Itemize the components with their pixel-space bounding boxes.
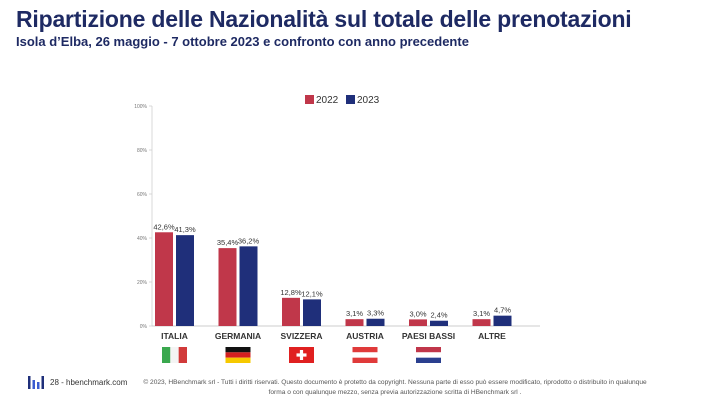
netherlands-flag-icon	[416, 347, 441, 363]
bar-value-label: 3,1%	[473, 309, 490, 318]
category-label: ITALIA	[161, 331, 188, 341]
category-label: SVIZZERA	[280, 331, 322, 341]
bar-2023	[366, 318, 385, 326]
y-tick-label: 0%	[140, 324, 148, 330]
legend-swatch-2023	[346, 95, 355, 104]
hbenchmark-logo-icon	[28, 376, 44, 389]
page-subtitle: Isola d’Elba, 26 maggio - 7 ottobre 2023…	[16, 34, 469, 49]
bar-value-label: 3,0%	[409, 309, 426, 318]
y-tick-label: 100%	[134, 104, 147, 110]
legend-label: 2022	[316, 95, 339, 106]
legend-label: 2023	[357, 95, 380, 106]
page-title: Ripartizione delle Nazionalità sul total…	[16, 6, 632, 32]
category-label: AUSTRIA	[346, 331, 384, 341]
bar-2022	[345, 319, 364, 326]
bar-value-label: 42,6%	[153, 222, 175, 231]
category-label: PAESI BASSI	[402, 331, 455, 341]
y-tick-label: 40%	[137, 236, 148, 242]
bar-2022	[472, 319, 491, 326]
bar-value-label: 2,4%	[430, 311, 447, 320]
bar-2023	[430, 320, 448, 326]
germany-flag-icon	[225, 347, 251, 363]
y-tick-label: 20%	[137, 280, 148, 286]
bar-2022	[218, 248, 237, 326]
copyright-notice: © 2023, HBenchmark srl - Tutti i diritti…	[143, 379, 647, 396]
category-label: GERMANIA	[215, 331, 261, 341]
y-tick-label: 80%	[137, 148, 148, 154]
bar-value-label: 41,3%	[174, 225, 196, 234]
bar-value-label: 36,2%	[238, 236, 260, 245]
bar-value-label: 12,1%	[301, 289, 323, 298]
bar-2022	[282, 297, 300, 326]
legend-swatch-2022	[305, 95, 314, 104]
bar-2023	[303, 299, 321, 326]
austria-flag-icon	[352, 347, 378, 363]
bar-value-label: 4,7%	[494, 306, 511, 315]
switzerland-flag-icon	[289, 347, 314, 363]
bar-value-label: 12,8%	[280, 288, 302, 297]
bar-value-label: 3,1%	[346, 309, 363, 318]
category-label: ALTRE	[478, 331, 506, 341]
bar-2023	[176, 235, 194, 326]
bar-2022	[155, 232, 173, 326]
bar-value-label: 35,4%	[217, 238, 239, 247]
page-number: 28 - hbenchmark.com	[50, 378, 128, 387]
bar-2023	[239, 246, 258, 326]
footer-brand: 28 - hbenchmark.com	[28, 376, 127, 389]
y-tick-label: 60%	[137, 192, 148, 198]
bar-2023	[493, 315, 512, 326]
bar-2022	[409, 319, 427, 326]
bar-value-label: 3,3%	[367, 309, 384, 318]
italy-flag-icon	[162, 347, 187, 363]
